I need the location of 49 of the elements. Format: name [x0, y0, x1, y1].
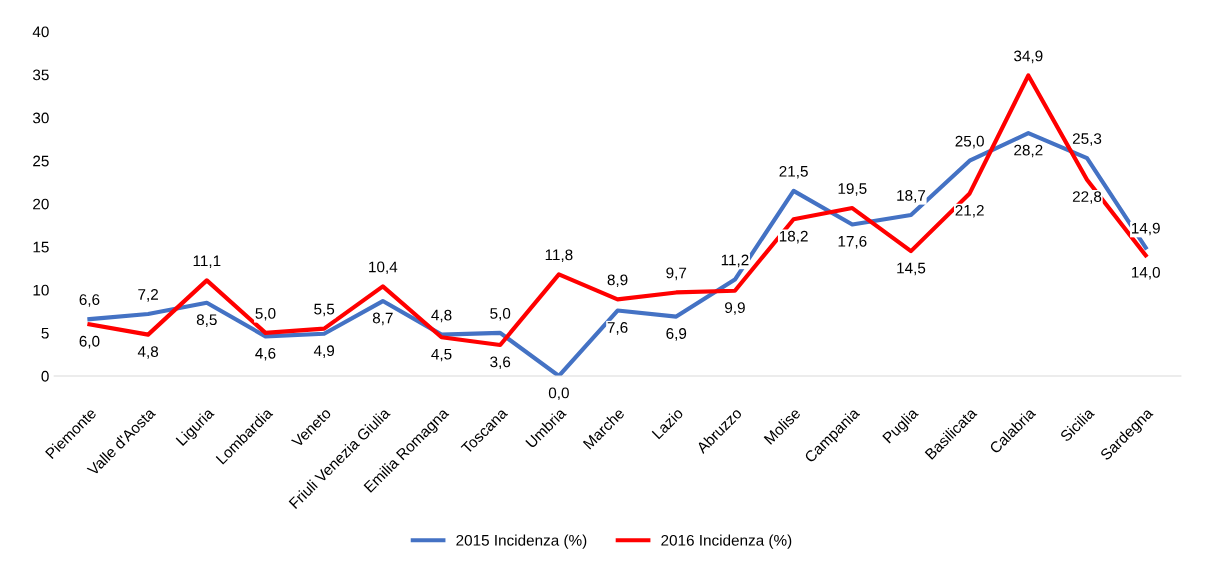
y-tick-label: 20 [33, 198, 49, 210]
data-label: 10,4 [369, 261, 398, 275]
data-label: 28,2 [1014, 144, 1043, 158]
data-label: 9,9 [725, 302, 745, 315]
data-label: 7,2 [138, 289, 158, 302]
data-label: 4,8 [137, 346, 159, 359]
data-label: 6,6 [79, 294, 100, 307]
data-label: 14,9 [1131, 222, 1160, 236]
data-label: 25,3 [1072, 133, 1102, 146]
data-label: 0,0 [548, 387, 569, 401]
data-label: 11,8 [545, 249, 573, 263]
data-label: 22,8 [1072, 191, 1102, 204]
data-label: 25,0 [955, 135, 984, 149]
y-tick-label: 40 [32, 26, 49, 38]
data-label: 9,7 [666, 267, 687, 281]
y-tick-label: 0 [41, 370, 49, 382]
data-label: 14,0 [1131, 266, 1160, 280]
data-label: 4,8 [431, 309, 452, 323]
data-label: 14,5 [897, 262, 926, 276]
data-label: 34,9 [1014, 50, 1043, 64]
y-tick-label: 5 [41, 327, 49, 339]
y-tick-label: 25 [33, 155, 49, 167]
data-label: 5,0 [255, 307, 276, 321]
data-label: 3,6 [490, 356, 511, 370]
data-label: 21,2 [955, 204, 984, 218]
data-label: 11,2 [721, 254, 749, 268]
data-label: 6,0 [79, 335, 100, 349]
data-label: 7,6 [607, 322, 628, 335]
data-label: 21,5 [779, 165, 808, 179]
data-label: 5,0 [490, 307, 511, 321]
legend-label: 2015 Incidenza (%) [456, 534, 587, 549]
data-label: 4,9 [313, 345, 335, 358]
data-label: 4,6 [255, 347, 276, 361]
data-label: 5,5 [314, 303, 335, 317]
y-tick-label: 30 [32, 112, 49, 124]
legend-label: 2016 Incidenza (%) [661, 534, 792, 549]
data-label: 8,7 [372, 312, 393, 326]
data-label: 4,5 [431, 348, 452, 362]
data-label: 17,6 [838, 235, 867, 249]
y-tick-label: 35 [32, 69, 49, 81]
data-label: 19,5 [838, 183, 867, 196]
data-label: 8,5 [196, 314, 217, 327]
data-label: 18,2 [779, 230, 808, 244]
data-label: 11,1 [193, 255, 221, 269]
data-label: 18,7 [897, 190, 926, 203]
y-tick-label: 10 [33, 284, 49, 296]
y-tick-label: 15 [33, 241, 49, 253]
data-label: 6,9 [666, 328, 687, 341]
data-label: 8,9 [607, 274, 628, 288]
